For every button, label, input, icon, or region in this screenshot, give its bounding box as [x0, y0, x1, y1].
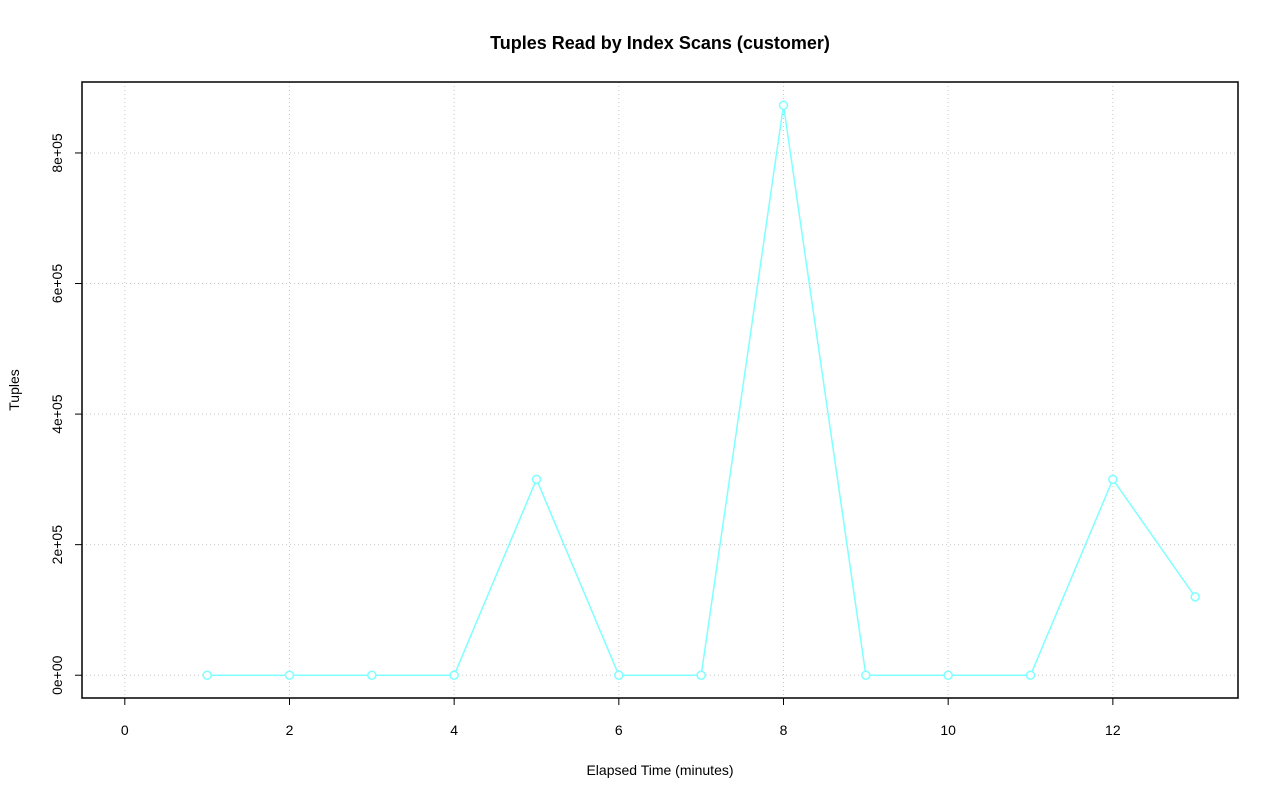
data-point — [531, 474, 542, 485]
y-tick-label: 4e+05 — [49, 394, 65, 434]
data-point — [1108, 474, 1118, 485]
x-tick-label: 4 — [450, 722, 458, 738]
series-line — [207, 105, 1196, 676]
y-tick-label: 8e+05 — [49, 133, 65, 173]
data-point — [284, 670, 295, 680]
data-point — [367, 670, 377, 680]
data-point — [1190, 592, 1200, 602]
data-point — [861, 670, 871, 680]
x-tick-label: 8 — [780, 722, 788, 738]
y-tick-label: 0e+00 — [49, 655, 65, 695]
plot-frame — [81, 81, 1239, 699]
data-point — [778, 100, 789, 111]
x-tick-label: 12 — [1105, 722, 1121, 738]
x-tick-label: 10 — [940, 722, 956, 738]
data-point — [696, 670, 706, 680]
data-point — [1025, 670, 1036, 680]
data-point — [449, 670, 459, 680]
data-point — [943, 670, 953, 680]
y-tick-label: 2e+05 — [49, 525, 65, 565]
x-tick-label: 2 — [286, 722, 294, 738]
data-point — [202, 670, 212, 680]
chart-title: Tuples Read by Index Scans (customer) — [490, 33, 830, 53]
x-tick-label: 6 — [615, 722, 623, 738]
y-tick-label: 6e+05 — [49, 264, 65, 304]
x-tick-label: 0 — [121, 722, 129, 738]
y-axis-label: Tuples — [6, 369, 22, 411]
data-point — [614, 670, 624, 680]
x-axis-label: Elapsed Time (minutes) — [586, 762, 733, 778]
